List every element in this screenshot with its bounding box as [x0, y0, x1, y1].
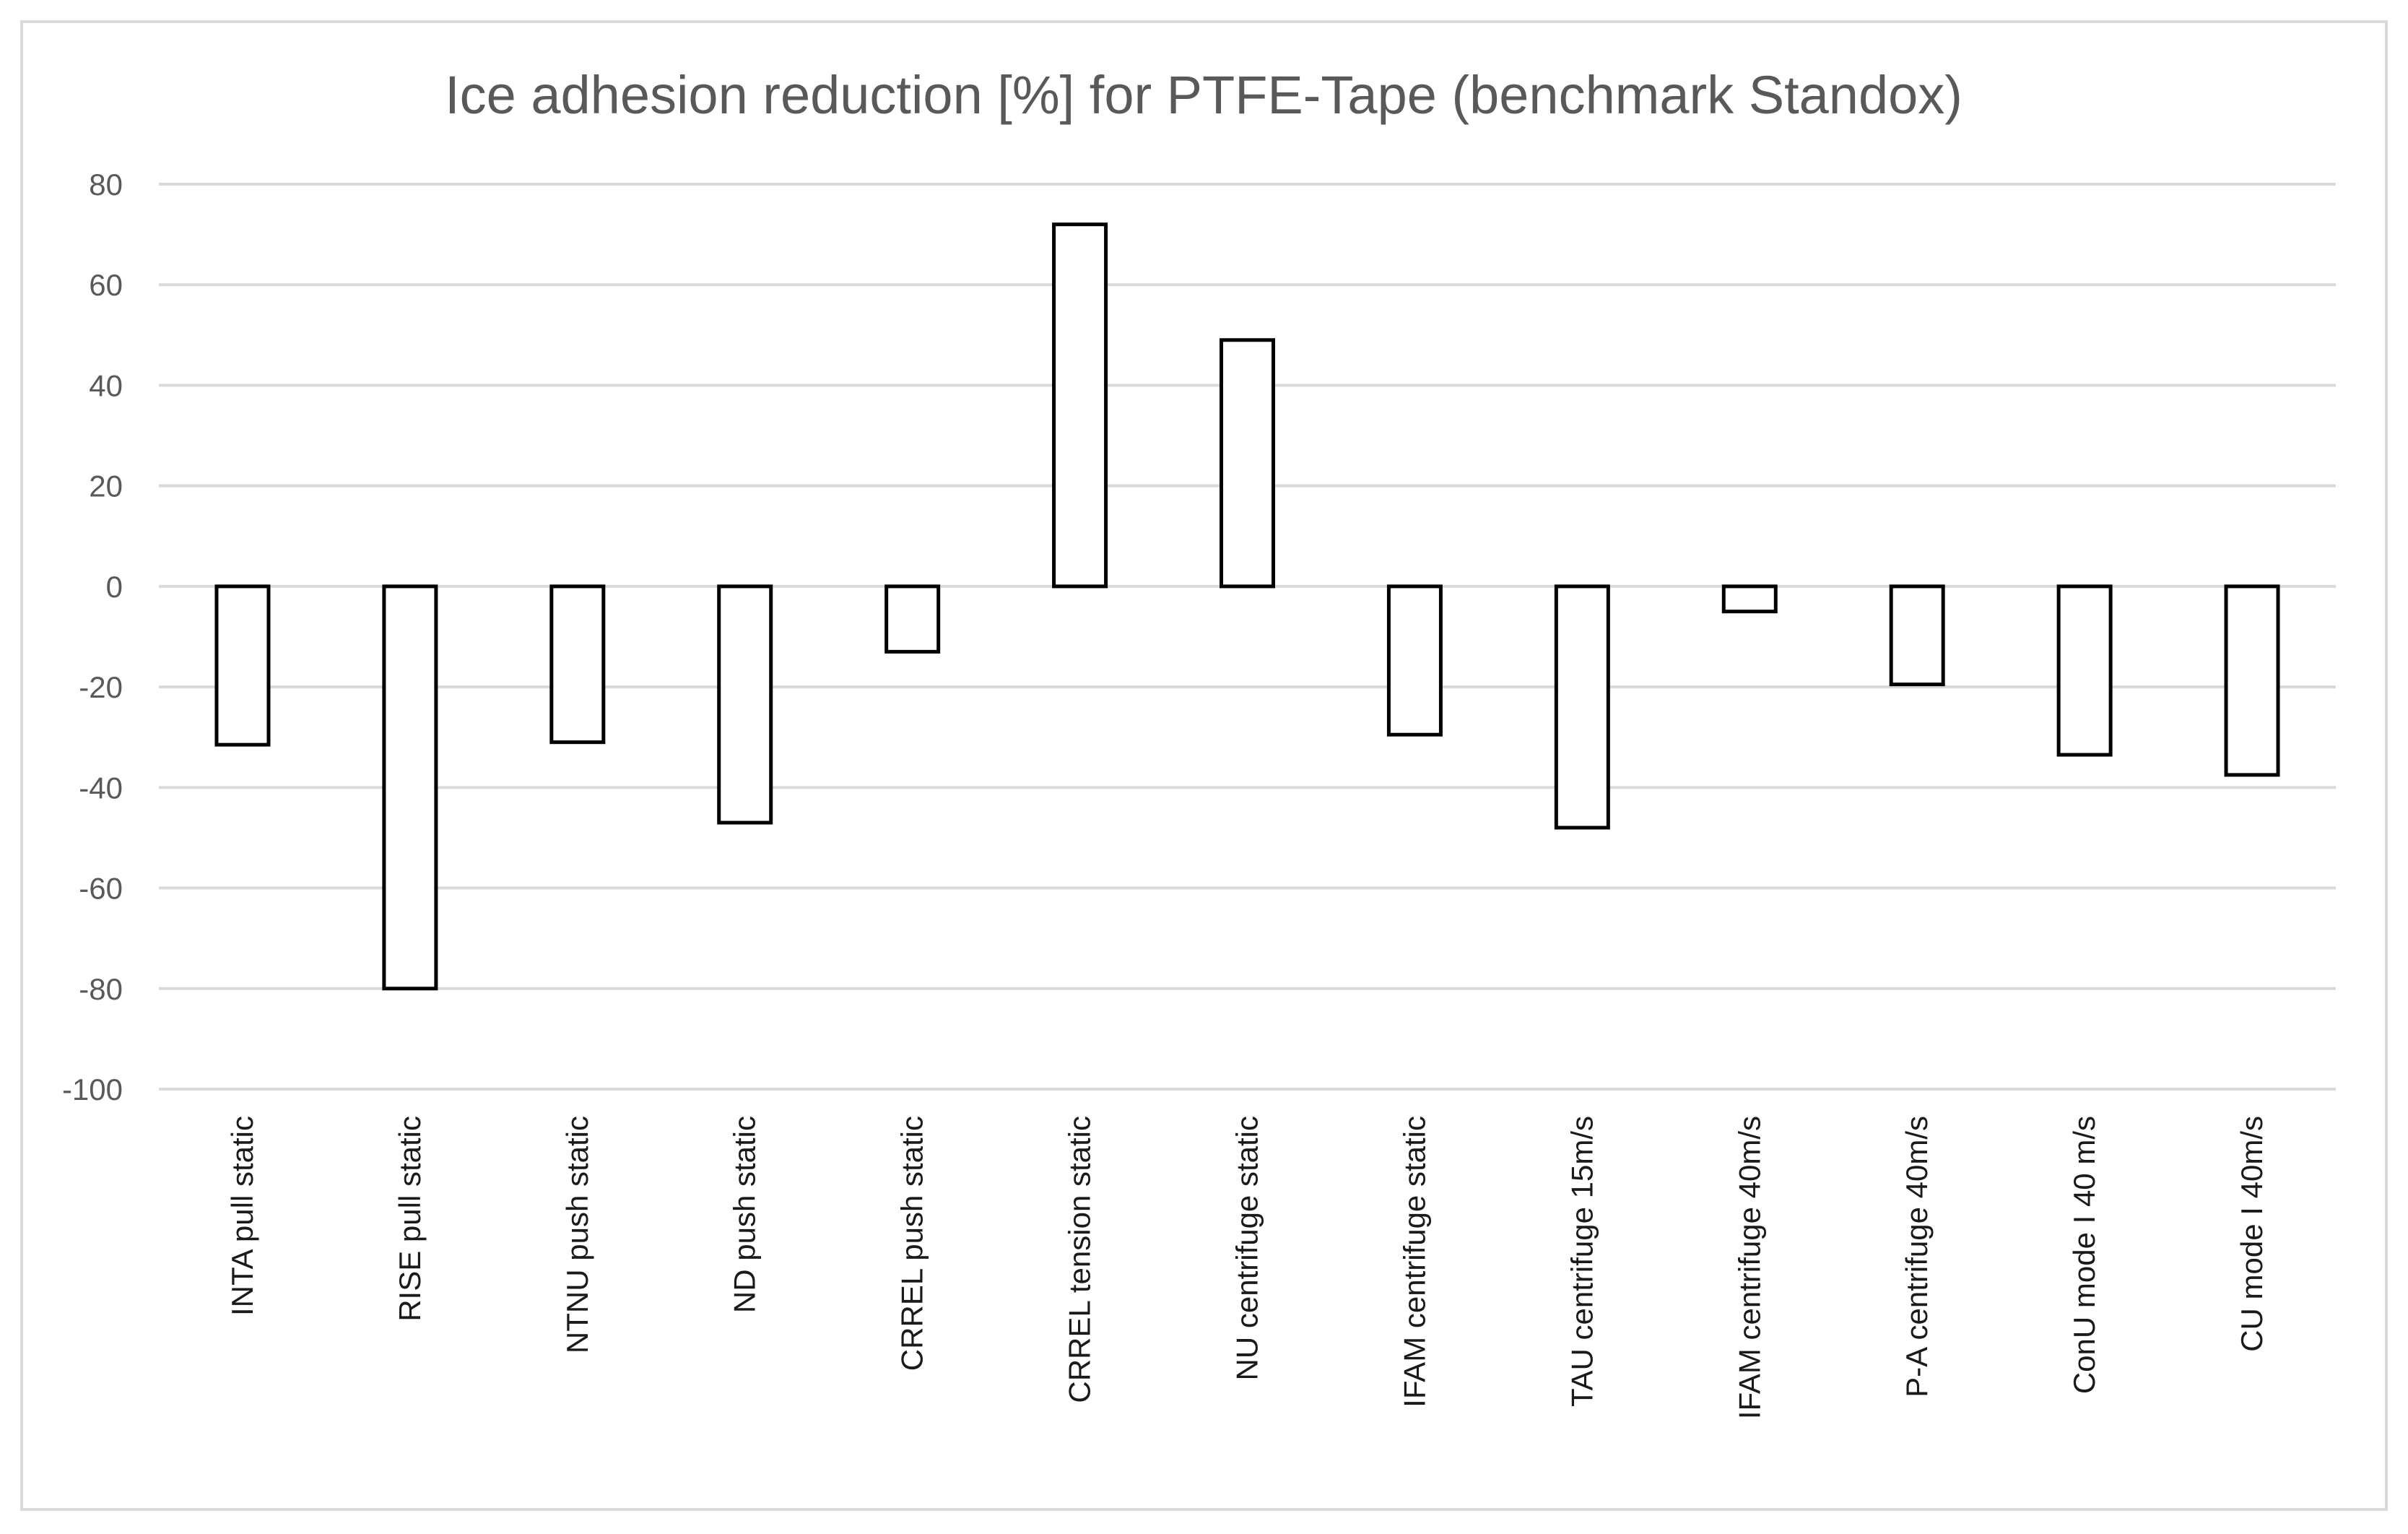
bar [549, 584, 606, 745]
bar [382, 584, 438, 991]
x-category-label: ND push static [728, 1116, 762, 1313]
x-category-label: IFAM centrifuge static [1397, 1116, 1431, 1408]
y-tick-label: -40 [79, 771, 123, 805]
y-tick-label: 40 [89, 368, 123, 402]
bar [1721, 584, 1778, 614]
x-category-label: NTNU push static [560, 1116, 594, 1353]
y-axis-tick-labels: 80 60 40 20 0 -20 -40 -60 -80 -100 [62, 168, 123, 1106]
y-tick-label: 60 [89, 268, 123, 302]
bar [2224, 584, 2280, 777]
y-tick-label: -60 [79, 872, 123, 906]
bars [214, 222, 2280, 991]
bar [1386, 584, 1443, 737]
chart-title: Ice adhesion reduction [%] for PTFE-Tape… [445, 65, 1963, 125]
bar [717, 584, 773, 825]
x-category-label: TAU centrifuge 15m/s [1565, 1116, 1599, 1407]
x-category-label: ConU mode I 40 m/s [2067, 1116, 2101, 1394]
x-category-label: RISE pull static [393, 1116, 427, 1322]
bar [1889, 584, 1945, 687]
bar [884, 584, 941, 654]
x-category-label: CRREL tension static [1063, 1116, 1097, 1403]
x-category-label: CU mode I 40m/s [2235, 1116, 2269, 1352]
bar [214, 584, 271, 747]
bar [1220, 338, 1275, 589]
bar [1052, 222, 1108, 589]
bar [1554, 584, 1610, 830]
y-tick-label: 20 [89, 469, 123, 503]
x-category-label: NU centrifuge static [1230, 1116, 1264, 1380]
x-axis-category-labels: INTA pull static RISE pull static NTNU pus… [225, 1116, 2269, 1419]
y-tick-label: 0 [106, 570, 123, 604]
y-tick-label: -100 [62, 1072, 123, 1106]
gridlines [159, 183, 2336, 1091]
y-tick-label: -20 [79, 670, 123, 704]
y-tick-label: 80 [89, 168, 123, 202]
x-category-label: IFAM centrifuge 40m/s [1732, 1116, 1766, 1419]
bar [2056, 584, 2113, 757]
x-category-label: INTA pull static [225, 1116, 259, 1316]
x-category-label: CRREL push static [895, 1116, 929, 1371]
y-tick-label: -80 [79, 972, 123, 1006]
x-category-label: P-A centrifuge 40m/s [1900, 1116, 1934, 1398]
